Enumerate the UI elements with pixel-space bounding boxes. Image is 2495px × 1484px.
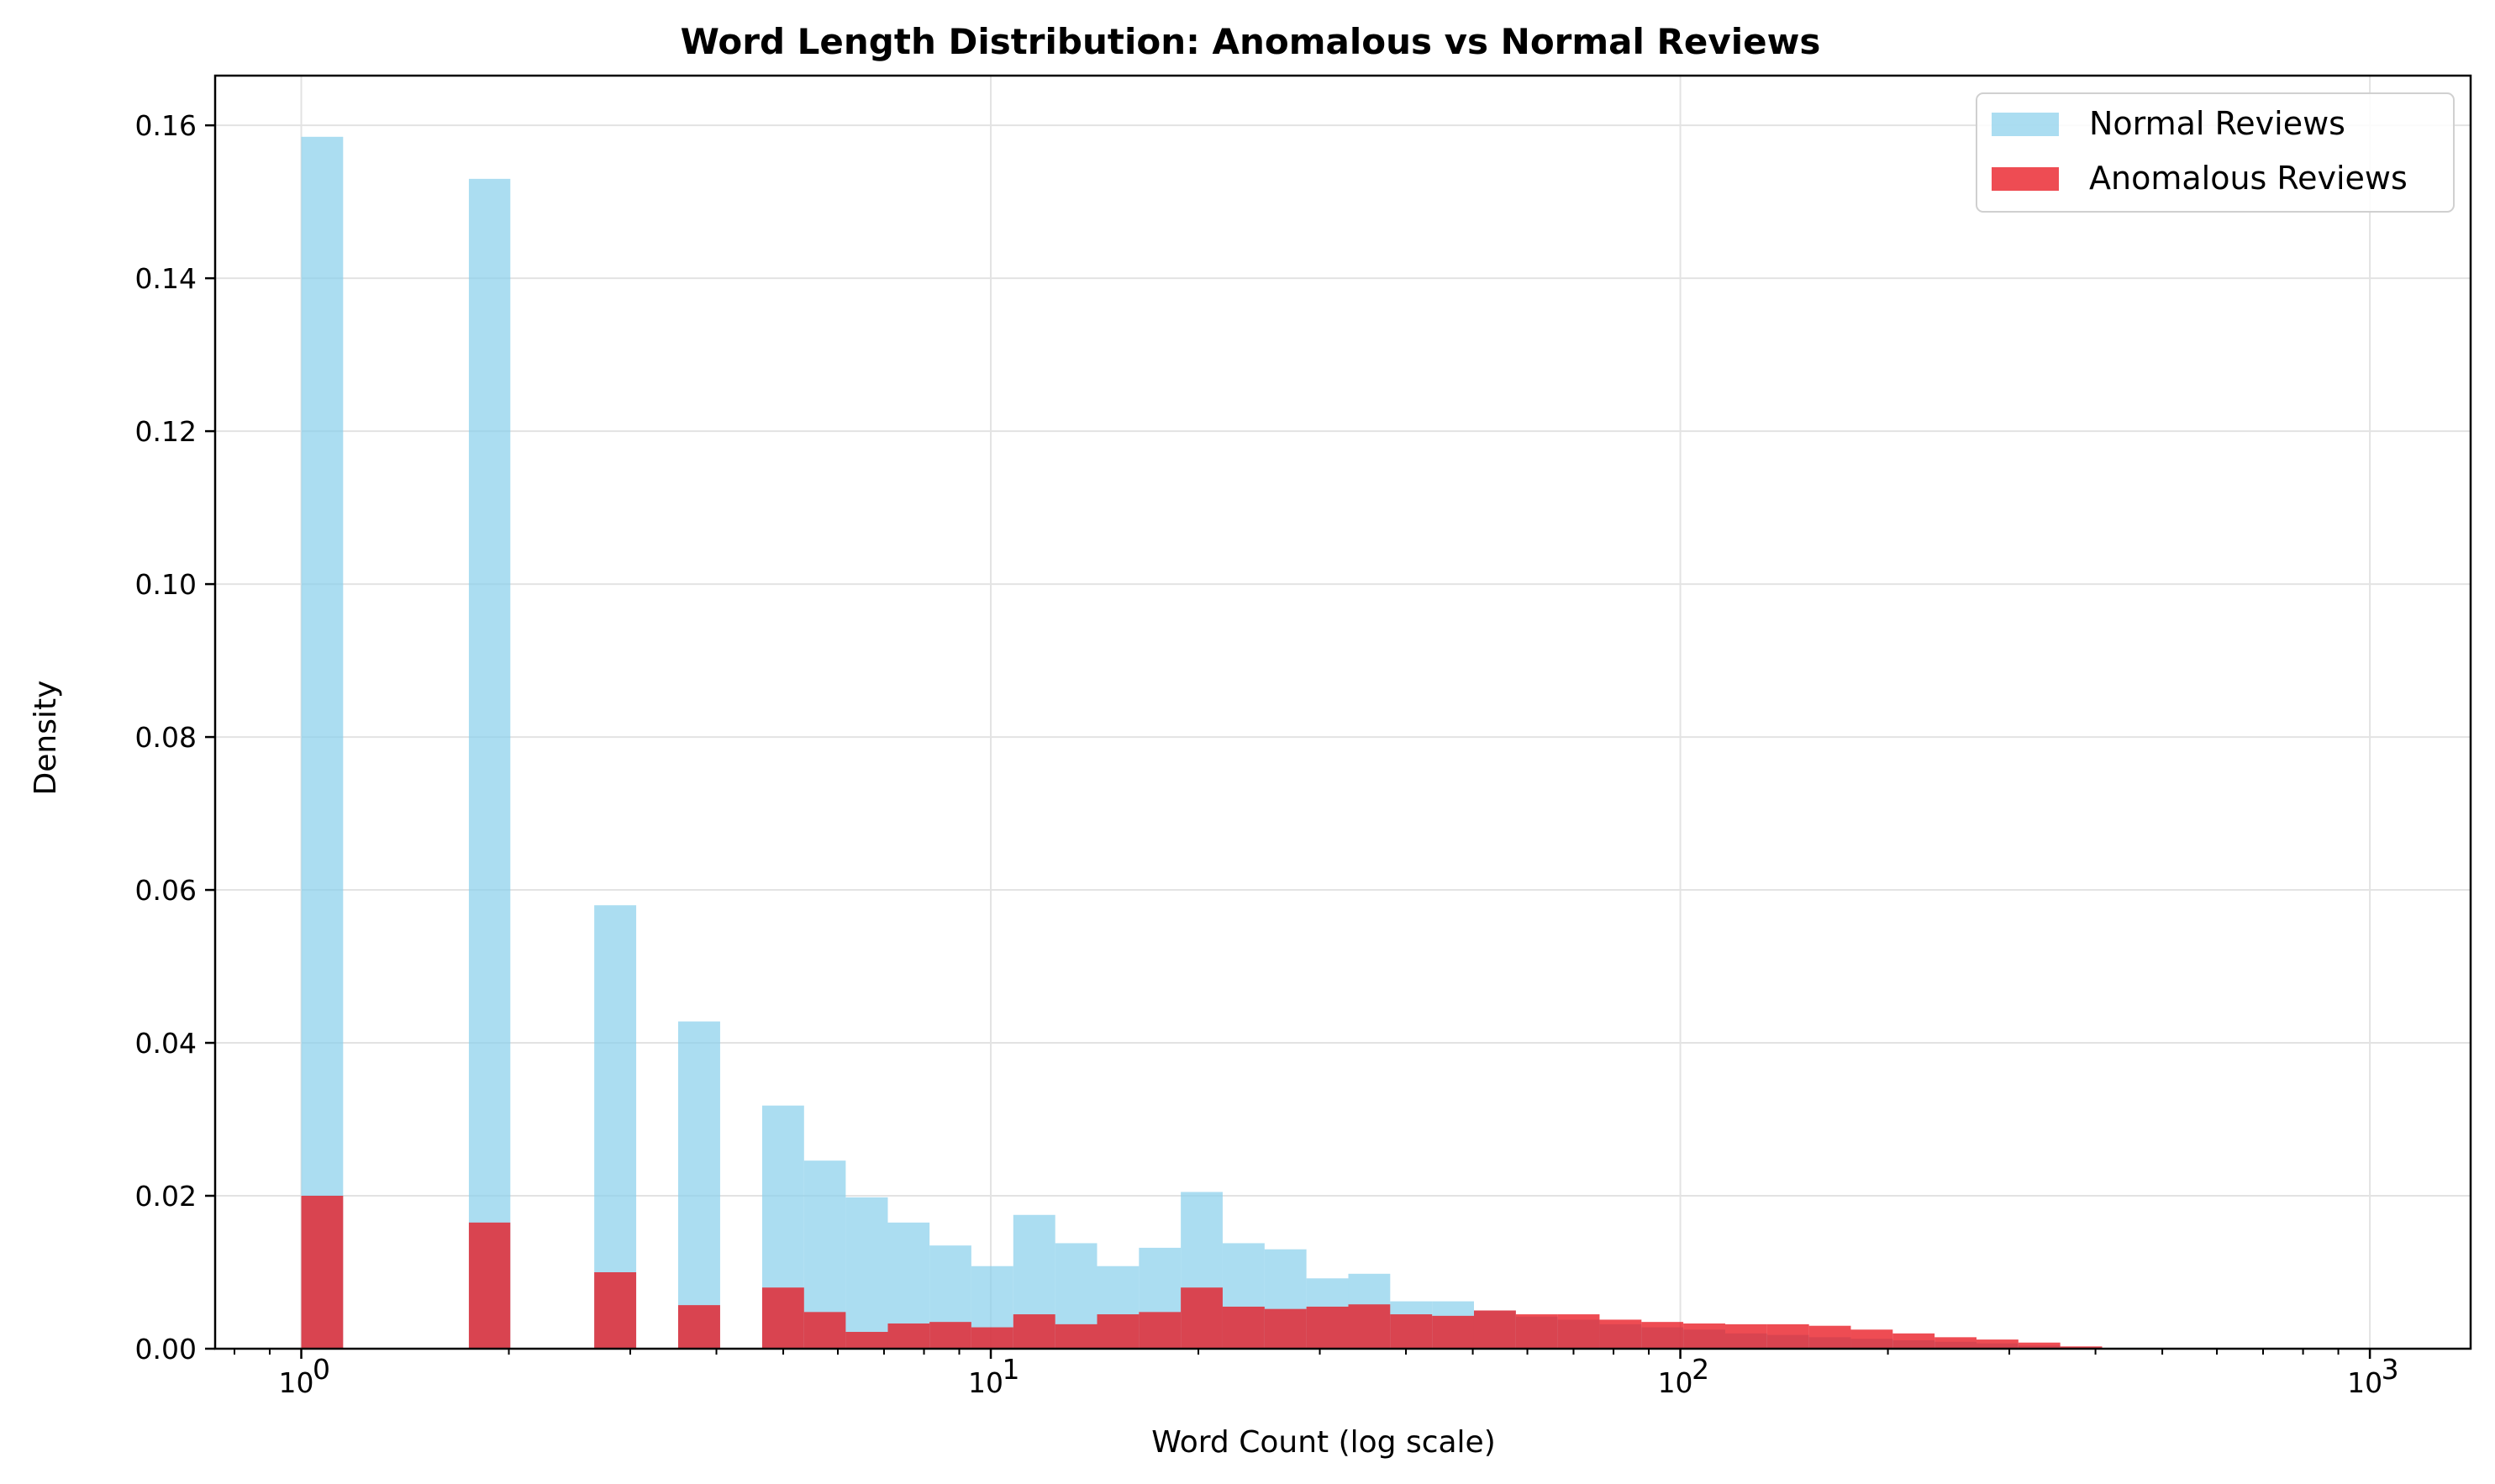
x-tick-label: 10 [2347,1366,2382,1399]
x-axis-label: Word Count (log scale) [1151,1425,1496,1460]
x-tick-label: 10 [1658,1366,1693,1399]
anomalous-bar [1641,1322,1684,1349]
anomalous-bar [677,1305,720,1349]
anomalous-bar [1766,1323,1809,1349]
x-tick-exponent: 1 [1003,1353,1020,1386]
anomalous-bar [1473,1310,1516,1349]
legend-swatch-anomalous [1992,167,2059,191]
anomalous-bar [2060,1346,2103,1349]
y-tick-label: 0.06 [135,874,197,907]
normal-reviews-series [301,136,2371,1350]
y-tick-label: 0.00 [135,1333,197,1366]
chart-title: Word Length Distribution: Anomalous vs N… [681,21,1821,62]
normal-bar [301,136,344,1350]
anomalous-bar [887,1323,930,1349]
anomalous-bar [1892,1333,1935,1349]
anomalous-bar [1390,1314,1433,1349]
anomalous-bar [1976,1339,2019,1349]
anomalous-bar [1432,1315,1474,1349]
anomalous-bar [1599,1319,1642,1349]
anomalous-bar [929,1322,971,1349]
plot-frame [213,74,2472,1350]
y-tick-label: 0.02 [135,1180,197,1213]
anomalous-bar [1850,1329,1893,1349]
anomalous-bar [1181,1287,1223,1349]
x-tick-exponent: 2 [1692,1353,1709,1386]
anomalous-reviews-series [301,1196,2103,1349]
y-tick-label: 0.16 [135,109,197,142]
anomalous-bar [1013,1314,1055,1349]
anomalous-bar [301,1196,344,1349]
anomalous-bar [1724,1323,1767,1349]
anomalous-bar [1139,1312,1182,1349]
anomalous-bar [1515,1314,1558,1349]
normal-bar [845,1197,888,1349]
anomalous-bar [1264,1308,1307,1349]
anomalous-bar [594,1272,637,1349]
x-tick-label: 10 [279,1366,314,1399]
anomalous-bar [1222,1306,1265,1349]
anomalous-bar [468,1222,511,1349]
anomalous-bar [1348,1304,1391,1349]
anomalous-bar [1097,1314,1140,1349]
legend-swatch-normal [1992,113,2059,136]
normal-bar [677,1021,720,1349]
x-tick-exponent: 3 [2382,1353,2399,1386]
y-tick-label: 0.12 [135,415,197,448]
y-tick-label: 0.04 [135,1027,197,1060]
x-tick-exponent: 0 [313,1353,330,1386]
anomalous-bar [1557,1314,1600,1349]
anomalous-bar [1934,1337,1977,1349]
anomalous-bar [971,1327,1013,1349]
anomalous-bar [1306,1306,1349,1349]
legend: Normal Reviews Anomalous Reviews [1976,92,2455,213]
anomalous-bar [761,1287,804,1349]
anomalous-bar [1055,1323,1097,1349]
x-tick-label: 10 [968,1366,1003,1399]
legend-box [1976,92,2455,213]
y-tick-label: 0.08 [135,721,197,754]
anomalous-bar [845,1331,888,1349]
grid-lines [215,76,2471,1350]
anomalous-bar [1683,1323,1725,1349]
y-tick-label: 0.10 [135,568,197,601]
y-tick-label: 0.14 [135,262,197,295]
anomalous-bar [803,1312,846,1349]
anomalous-bar [2018,1342,2061,1349]
legend-label-anomalous: Anomalous Reviews [2089,160,2408,197]
legend-label-normal: Normal Reviews [2089,105,2345,142]
normal-bar [468,178,511,1349]
anomalous-bar [1808,1325,1851,1349]
y-axis-label: Density [29,681,63,796]
